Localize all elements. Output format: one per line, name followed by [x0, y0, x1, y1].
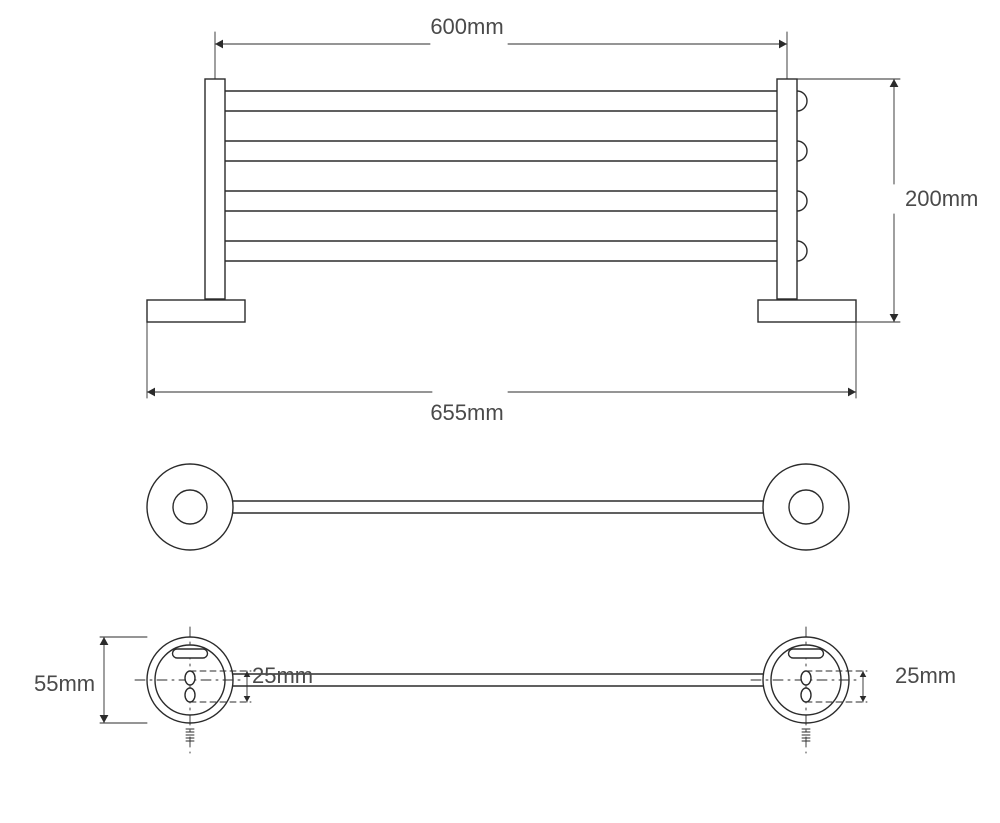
dim-hole-gap-right: 25mm [895, 663, 956, 689]
dim-mount-dia: 55mm [34, 671, 95, 697]
dim-width-mid: 655mm [430, 400, 503, 426]
drawing-canvas: 600mm 200mm 655mm 55mm 25mm 25mm [0, 0, 1000, 823]
dim-width-top: 600mm [430, 14, 503, 40]
dim-height-right: 200mm [905, 186, 978, 212]
dim-hole-gap-left: 25mm [252, 663, 313, 689]
